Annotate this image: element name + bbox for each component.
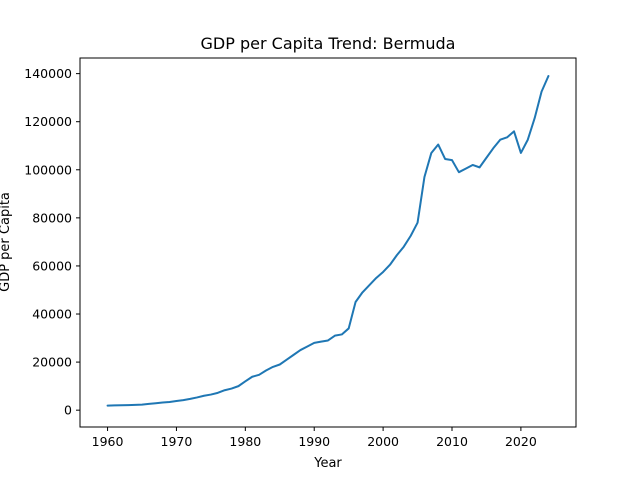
y-tick-label: 0	[64, 403, 72, 418]
y-tick-label: 120000	[24, 114, 72, 129]
y-tick-label: 40000	[32, 307, 72, 322]
x-tick-label: 1960	[92, 434, 124, 449]
y-tick-label: 140000	[24, 66, 72, 81]
x-axis-label: Year	[313, 456, 342, 471]
plot-frame	[79, 57, 577, 428]
x-tick-label: 2020	[505, 434, 537, 449]
x-tick-label: 2010	[436, 434, 468, 449]
y-axis-label: GDP per Capita	[0, 192, 13, 292]
y-axis: 0 20000 40000 60000 80000 100000 120000 140000	[24, 66, 80, 418]
y-tick-label: 60000	[32, 258, 72, 273]
y-tick-label: 100000	[24, 162, 72, 177]
plot-series	[106, 75, 550, 407]
y-tick-label: 80000	[32, 210, 72, 225]
x-tick-label: 1990	[298, 434, 330, 449]
x-axis: 1960 1970 1980 1990 2000 2010 2020	[92, 427, 537, 449]
chart-title: GDP per Capita Trend: Bermuda	[201, 34, 456, 53]
x-tick-label: 1970	[161, 434, 193, 449]
series-line	[106, 75, 550, 407]
y-tick-label: 20000	[32, 355, 72, 370]
x-tick-label: 2000	[367, 434, 399, 449]
x-tick-label: 1980	[229, 434, 261, 449]
